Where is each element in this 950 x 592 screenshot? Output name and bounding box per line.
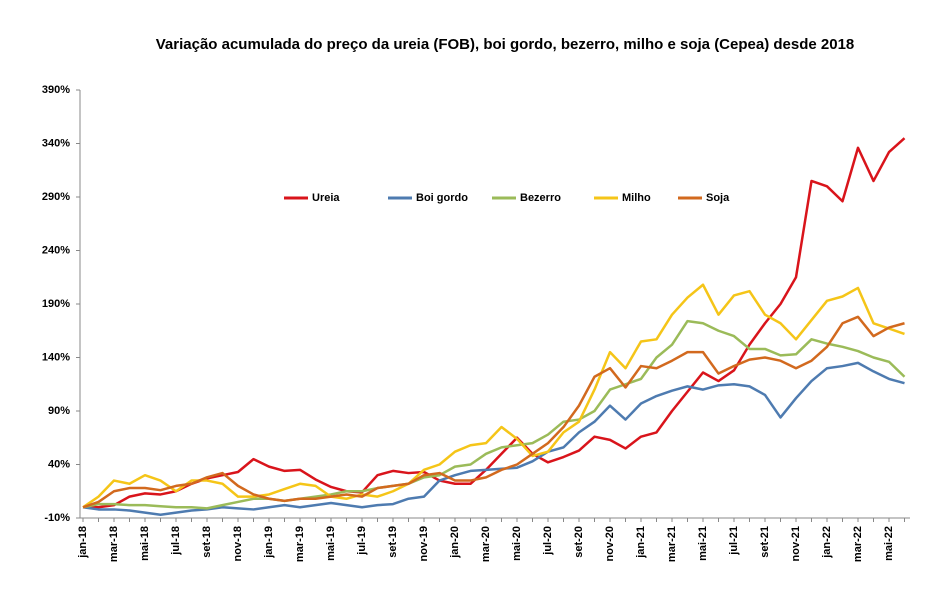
y-tick-label: 140% [42, 351, 70, 363]
x-tick-label: mai-21 [697, 526, 709, 561]
x-tick-label: jan-20 [449, 526, 461, 559]
line-series [83, 137, 906, 509]
x-tick-label: mar-22 [852, 526, 864, 562]
x-tick-label: mar-20 [480, 526, 492, 562]
line-series [82, 319, 906, 510]
x-tick-label: mai-20 [511, 526, 523, 561]
line-series [82, 283, 905, 509]
x-tick-label: set-18 [201, 526, 213, 558]
x-tick-label: set-20 [573, 526, 585, 558]
legend-label: Boi gordo [416, 192, 468, 204]
x-tick-label: jan-18 [77, 526, 89, 559]
legend-label: Soja [706, 192, 730, 204]
x-tick-label: jan-19 [263, 526, 275, 559]
x-tick-label: nov-18 [232, 526, 244, 561]
x-tick-label: mar-21 [666, 526, 678, 562]
x-tick-label: set-19 [387, 526, 399, 558]
x-tick-label: nov-19 [418, 526, 430, 561]
x-tick-label: jul-21 [728, 526, 740, 556]
x-tick-label: mar-18 [108, 526, 120, 562]
y-tick-label: 190% [42, 298, 70, 310]
x-tick-label: mai-22 [883, 526, 895, 561]
x-tick-label: jan-22 [821, 526, 833, 559]
x-tick-label: jan-21 [635, 526, 647, 559]
x-tick-label: mai-19 [325, 526, 337, 561]
y-tick-label: 240% [42, 244, 70, 256]
y-tick-label: 40% [48, 458, 70, 470]
x-tick-label: jul-18 [170, 526, 182, 556]
y-tick-label: -10% [44, 512, 70, 524]
legend-label: Milho [622, 192, 651, 204]
x-tick-label: nov-21 [790, 526, 802, 561]
x-tick-label: jul-20 [542, 526, 554, 556]
x-tick-label: nov-20 [604, 526, 616, 561]
chart-title: Variação acumulada do preço da ureia (FO… [156, 36, 855, 53]
legend-label: Ureia [312, 192, 340, 204]
x-tick-label: jul-19 [356, 526, 368, 556]
line-series [82, 361, 905, 517]
x-tick-label: set-21 [759, 526, 771, 558]
y-tick-label: 340% [42, 137, 70, 149]
line-series [82, 315, 905, 509]
legend-label: Bezerro [520, 192, 561, 204]
y-tick-label: 390% [42, 84, 70, 96]
x-tick-label: mai-18 [139, 526, 151, 561]
y-tick-label: 290% [42, 191, 70, 203]
x-tick-label: mar-19 [294, 526, 306, 562]
y-tick-label: 90% [48, 405, 70, 417]
